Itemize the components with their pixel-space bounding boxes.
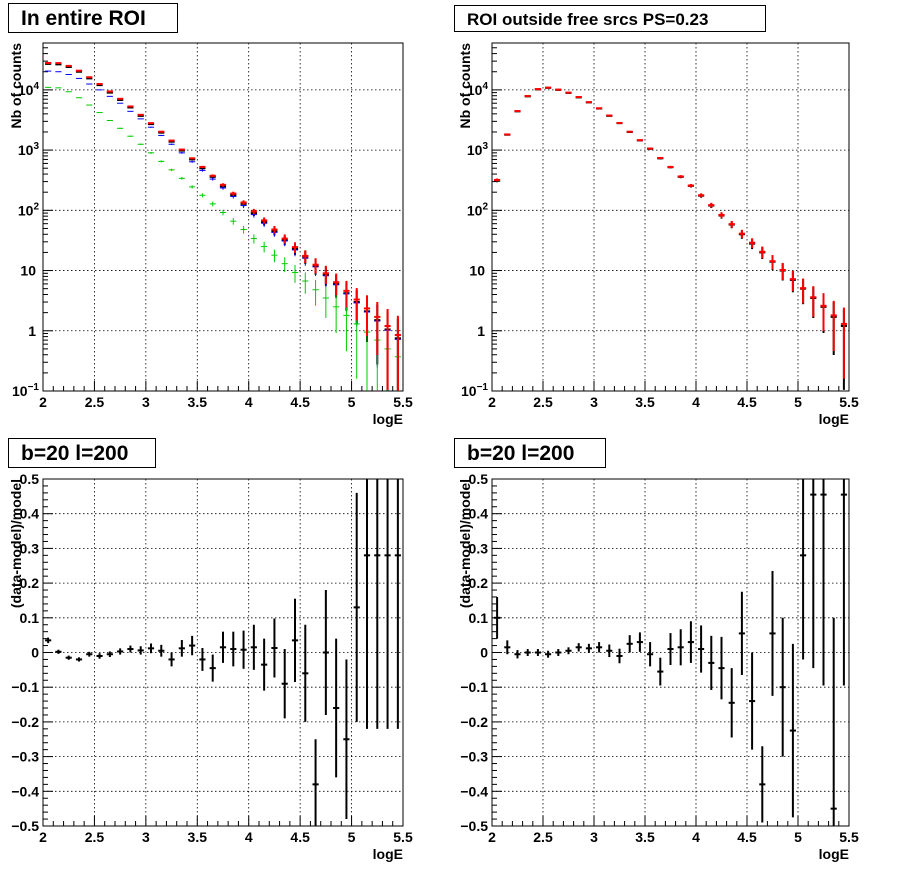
x-tick-label: 5 — [348, 394, 356, 410]
panel-4-series-data — [494, 479, 847, 826]
x-tick-label: 2.5 — [85, 394, 105, 410]
y-tick-label: −0.2 — [11, 714, 39, 730]
panel-3-grid — [43, 479, 403, 826]
x-tick-label: 2 — [488, 394, 496, 410]
y-tick-label: 0.1 — [20, 610, 40, 626]
x-tick-label: 3 — [142, 829, 150, 845]
panel-2-series-model — [494, 86, 847, 379]
y-tick-label: 0.1 — [469, 610, 489, 626]
panel-3-title: b=20 l=200 — [8, 438, 156, 468]
y-tick-label: −0.3 — [11, 749, 39, 765]
panel-4-x-axis-title: logE — [819, 846, 849, 862]
x-tick-label: 5.5 — [839, 394, 859, 410]
panel-4-title: b=20 l=200 — [454, 438, 606, 468]
y-tick-label: 0.5 — [469, 471, 489, 487]
y-tick-label: 1 — [28, 323, 36, 339]
x-tick-label: 3.5 — [188, 394, 208, 410]
y-tick-label: 1 — [477, 323, 485, 339]
x-tick-label: 3.5 — [635, 829, 655, 845]
panel-1-frame — [42, 42, 404, 392]
y-tick-label: 0.5 — [20, 471, 40, 487]
x-tick-label: 5 — [794, 829, 802, 845]
panel-3-x-axis-title: logE — [373, 846, 403, 862]
panel-4-grid — [492, 479, 849, 826]
x-tick-label: 4.5 — [290, 829, 310, 845]
y-tick-label: 0 — [480, 645, 488, 661]
panel-1-series-component — [45, 86, 401, 391]
y-tick-label: 0.2 — [469, 575, 489, 591]
y-tick-label: 10 — [20, 263, 36, 279]
y-tick-label: 0.3 — [20, 540, 40, 556]
panel-3-series-data — [45, 479, 401, 826]
panel-2-x-axis-title: logE — [819, 411, 849, 427]
panel-1-grid — [43, 43, 403, 391]
x-tick-label: 4.5 — [737, 829, 757, 845]
panel-4-chart: 2 2.5 3 3.5 4 4.5 5 5.5 −0.5 −0.4 −0.3 −0.2 −0.1 0 0.1… — [457, 471, 859, 862]
x-tick-label: 5 — [348, 829, 356, 845]
x-tick-label: 3 — [142, 394, 150, 410]
y-tick-label: 0.3 — [469, 540, 489, 556]
x-tick-label: 5.5 — [393, 394, 413, 410]
y-tick-label: 0.4 — [469, 506, 489, 522]
panel-2-grid — [492, 43, 849, 391]
y-tick-label: −0.1 — [460, 679, 488, 695]
x-tick-label: 2 — [488, 829, 496, 845]
x-tick-label: 3 — [590, 394, 598, 410]
panel-4-y-axis-title: (data-model)/model — [457, 479, 473, 608]
y-tick-label: 103 — [467, 141, 489, 158]
x-tick-label: 3 — [590, 829, 598, 845]
y-tick-label: 0.4 — [20, 506, 40, 522]
y-tick-label: 10−1 — [461, 382, 488, 399]
y-tick-label: −0.2 — [460, 714, 488, 730]
y-tick-label: 10 — [469, 263, 485, 279]
y-tick-label: 102 — [18, 201, 40, 218]
y-tick-label: −0.5 — [460, 818, 488, 834]
panel-1-series-total — [45, 70, 401, 391]
y-tick-label: 10−1 — [12, 382, 39, 399]
x-tick-label: 2.5 — [533, 829, 553, 845]
x-tick-label: 2.5 — [85, 829, 105, 845]
x-tick-label: 2 — [39, 394, 47, 410]
x-tick-label: 3.5 — [188, 829, 208, 845]
panel-3-chart: 2 2.5 3 3.5 4 4.5 5 5.5 −0.5 −0.4 −0.3 −0.2 −0.1 0 0.1… — [8, 471, 413, 862]
panel-1-y-axis-title: Nb of counts — [8, 43, 24, 129]
y-tick-label: 0 — [31, 645, 39, 661]
y-tick-label: −0.5 — [11, 818, 39, 834]
panel-3-y-axis-title: (data-model)/model — [8, 479, 24, 608]
panel-1-title: In entire ROI — [8, 3, 178, 33]
panel-2-title: ROI outside free srcs PS=0.23 — [454, 5, 766, 32]
x-tick-label: 5.5 — [839, 829, 859, 845]
y-tick-label: −0.4 — [11, 783, 39, 799]
x-tick-label: 4 — [245, 829, 253, 845]
panel-1-x-axis-title: logE — [373, 411, 403, 427]
panel-2-y-axis-title: Nb of counts — [457, 43, 473, 129]
x-tick-label: 4.5 — [290, 394, 310, 410]
x-tick-label: 4 — [692, 394, 700, 410]
panel-1-series-model — [45, 61, 401, 391]
y-tick-label: −0.4 — [460, 783, 488, 799]
x-tick-label: 4.5 — [737, 394, 757, 410]
x-tick-label: 5 — [794, 394, 802, 410]
y-tick-label: 102 — [467, 201, 489, 218]
y-tick-label: 0.2 — [20, 575, 40, 591]
x-tick-label: 4 — [245, 394, 253, 410]
x-tick-label: 4 — [692, 829, 700, 845]
x-tick-label: 2 — [39, 829, 47, 845]
y-tick-label: −0.3 — [460, 749, 488, 765]
panel-2-frame — [491, 42, 850, 392]
x-tick-label: 5.5 — [393, 829, 413, 845]
panel-2-series-data — [494, 86, 847, 390]
y-tick-label: 103 — [18, 141, 40, 158]
y-tick-label: −0.1 — [11, 679, 39, 695]
x-tick-label: 3.5 — [635, 394, 655, 410]
x-tick-label: 2.5 — [533, 394, 553, 410]
